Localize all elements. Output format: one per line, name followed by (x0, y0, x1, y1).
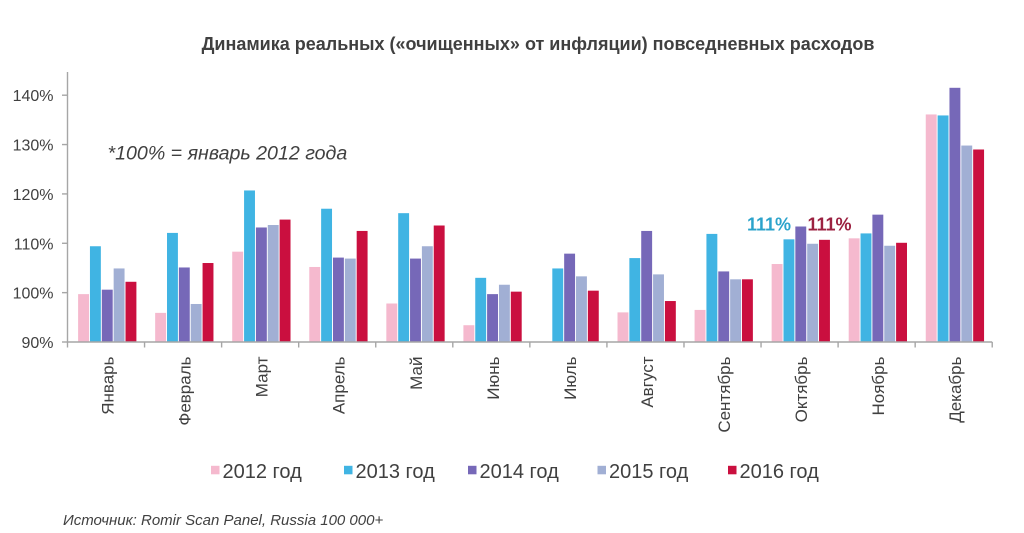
svg-text:130%: 130% (13, 138, 54, 155)
svg-text:Ноябрь: Ноябрь (869, 356, 888, 415)
svg-text:90%: 90% (21, 335, 53, 352)
svg-text:Апрель: Апрель (330, 356, 349, 414)
svg-text:*100% = январь 2012 года: *100% = январь 2012 года (108, 143, 348, 165)
svg-text:Июнь: Июнь (484, 356, 503, 399)
svg-text:2015 год: 2015 год (609, 461, 689, 483)
svg-text:2016 год: 2016 год (740, 461, 820, 483)
svg-text:2013 год: 2013 год (356, 461, 436, 483)
svg-text:Январь: Январь (99, 356, 118, 414)
svg-text:Май: Май (407, 357, 426, 390)
svg-text:100%: 100% (13, 286, 54, 303)
svg-text:Динамика реальных («очищенных»: Динамика реальных («очищенных» от инфляц… (202, 34, 875, 54)
svg-text:Июль: Июль (561, 356, 580, 400)
svg-text:Сентябрь: Сентябрь (715, 356, 734, 432)
svg-text:140%: 140% (13, 88, 54, 105)
svg-text:120%: 120% (13, 187, 54, 204)
svg-text:2012 год: 2012 год (223, 461, 303, 483)
svg-text:Март: Март (253, 356, 272, 397)
svg-text:Декабрь: Декабрь (946, 356, 965, 422)
svg-text:111%: 111% (747, 215, 791, 235)
svg-text:Источник: Romir Scan Panel, Ru: Источник: Romir Scan Panel, Russia 100 0… (63, 512, 383, 529)
svg-text:Октябрь: Октябрь (792, 356, 811, 422)
svg-text:110%: 110% (14, 236, 54, 253)
svg-text:111%: 111% (808, 215, 852, 235)
svg-text:Февраль: Февраль (176, 356, 195, 425)
svg-text:Август: Август (638, 356, 657, 407)
svg-text:2014 год: 2014 год (480, 461, 560, 483)
